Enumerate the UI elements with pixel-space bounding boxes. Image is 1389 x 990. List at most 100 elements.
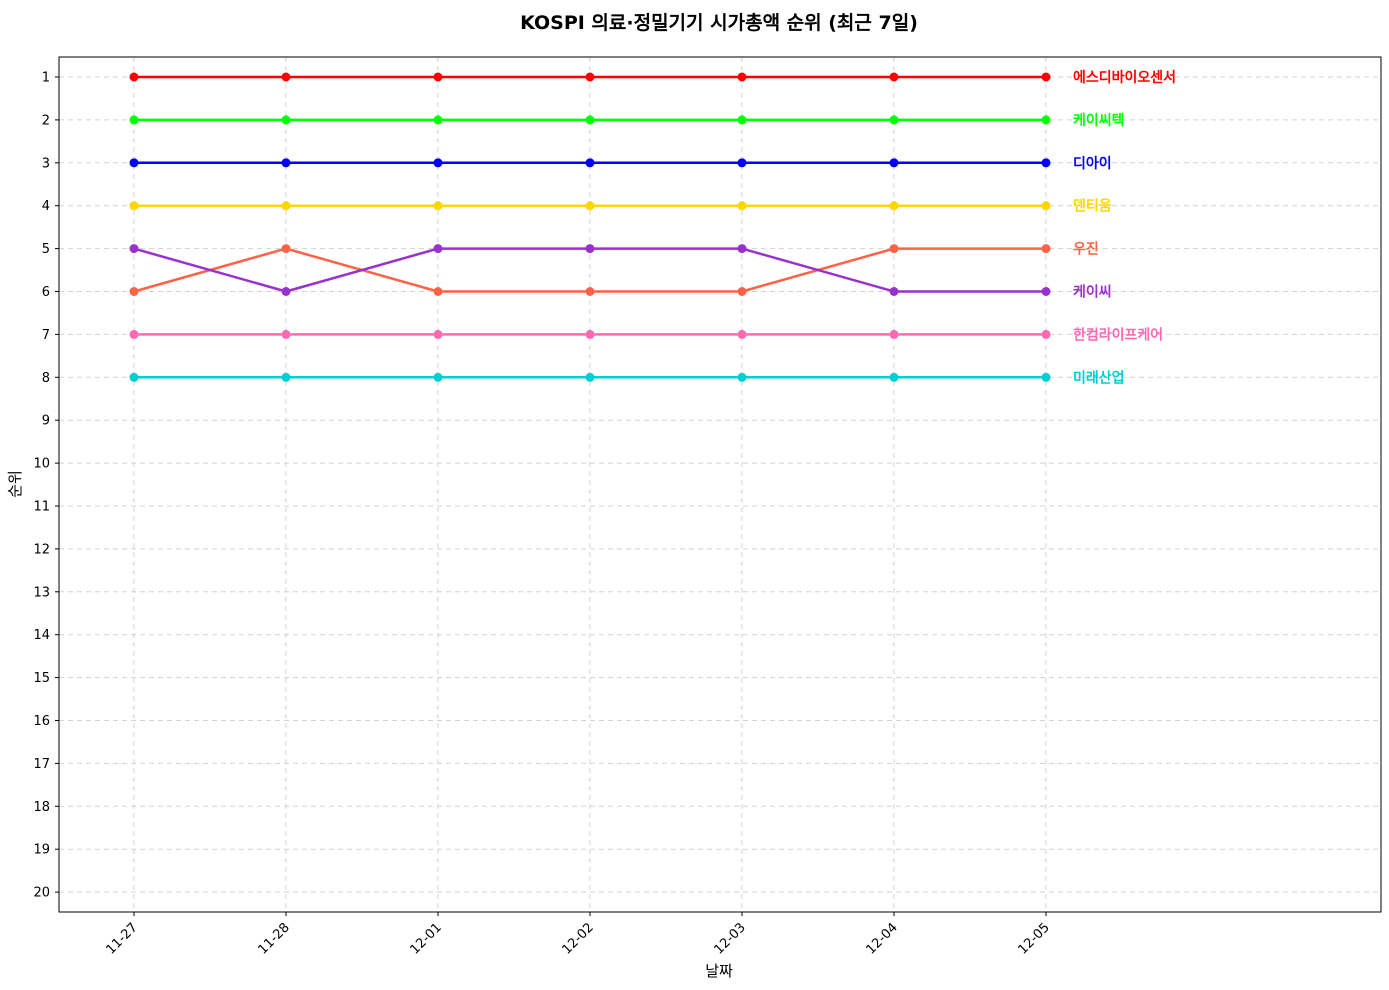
x-tick-label: 12-04 [864,920,901,957]
y-tick-label: 11 [33,500,50,515]
data-point [1041,372,1051,382]
data-point [889,72,899,82]
series-group: 덴티움 [129,199,1112,215]
x-tick-label: 12-05 [1016,920,1053,957]
data-point [281,201,291,211]
x-tick-label: 11-27 [104,920,141,957]
y-tick-label: 20 [33,886,50,901]
series-group: 케이씨텍 [129,112,1125,129]
y-tick-label: 13 [33,585,50,600]
data-point [433,287,443,296]
series-end-label: 덴티움 [1073,199,1112,215]
series-end-label: 케이씨텍 [1073,112,1125,129]
y-tick-label: 8 [42,371,50,386]
data-point [889,287,899,296]
data-point [433,201,443,211]
data-point [585,287,595,296]
chart-title: KOSPI 의료·정밀기기 시가총액 순위 (최근 7일) [520,12,918,34]
y-tick-label: 5 [42,242,50,257]
data-point [737,115,747,125]
data-point [889,244,899,254]
data-point [585,158,595,168]
data-point [585,372,595,382]
data-point [129,201,139,211]
y-tick-label: 17 [33,757,50,772]
data-point [433,244,443,254]
data-point [889,115,899,125]
data-point [129,244,139,254]
plot-frame [58,56,1382,913]
data-point [585,72,595,82]
y-tick-label: 4 [42,199,50,214]
data-point [889,372,899,382]
series-group: 디아이 [129,155,1112,172]
x-tick-label: 12-02 [560,920,597,957]
y-tick-label: 18 [33,800,50,815]
data-point [585,329,595,339]
y-tick-label: 7 [42,328,50,343]
series-group: 우진 [129,241,1099,296]
data-point [281,287,291,296]
data-point [889,329,899,339]
x-tick-label: 11-28 [256,920,293,957]
y-tick-label: 2 [42,113,50,128]
data-point [585,201,595,211]
data-point [737,372,747,382]
data-point [737,158,747,168]
data-point [129,115,139,125]
data-point [737,72,747,82]
y-tick-label: 6 [42,285,50,300]
y-tick-label: 15 [33,671,50,686]
data-point [129,72,139,82]
data-point [889,201,899,211]
y-tick-label: 14 [33,628,50,643]
y-tick-label: 9 [42,414,50,429]
x-tick-label: 12-01 [408,920,445,957]
data-point [281,329,291,339]
series-group: 에스디바이오센서 [129,69,1176,86]
data-point [433,158,443,168]
data-point [281,115,291,125]
data-point [281,158,291,168]
data-point [129,287,139,296]
series-end-label: 에스디바이오센서 [1073,69,1176,86]
data-point [1041,115,1051,125]
series-group: 케이씨 [129,244,1112,301]
data-point [737,201,747,211]
data-point [129,372,139,382]
series-end-label: 디아이 [1073,155,1112,172]
y-tick-label: 19 [33,843,50,858]
y-tick-label: 3 [42,156,50,171]
y-tick-label: 16 [33,714,50,729]
y-tick-label: 1 [42,71,50,86]
data-point [433,329,443,339]
data-point [129,329,139,339]
data-point [737,329,747,339]
data-point [1041,201,1051,211]
x-tick-label: 12-03 [712,920,749,957]
data-point [737,244,747,254]
y-tick-label: 12 [33,542,50,557]
data-point [585,115,595,125]
data-point [1041,287,1051,296]
series-group: 한컴라이프케어 [129,326,1163,343]
data-point [585,244,595,254]
data-point [281,244,291,254]
data-point [433,115,443,125]
data-point [1041,244,1051,254]
series-end-label: 케이씨 [1073,284,1112,301]
y-axis-label: 순위 [6,470,24,498]
data-point [1041,329,1051,339]
data-point [1041,72,1051,82]
series-group: 미래산업 [129,369,1125,386]
y-tick-label: 10 [33,457,50,472]
x-axis-label: 날짜 [705,962,733,980]
data-point [281,372,291,382]
data-point [433,372,443,382]
data-point [889,158,899,168]
series-end-label: 미래산업 [1073,369,1125,386]
grid [59,57,1381,912]
